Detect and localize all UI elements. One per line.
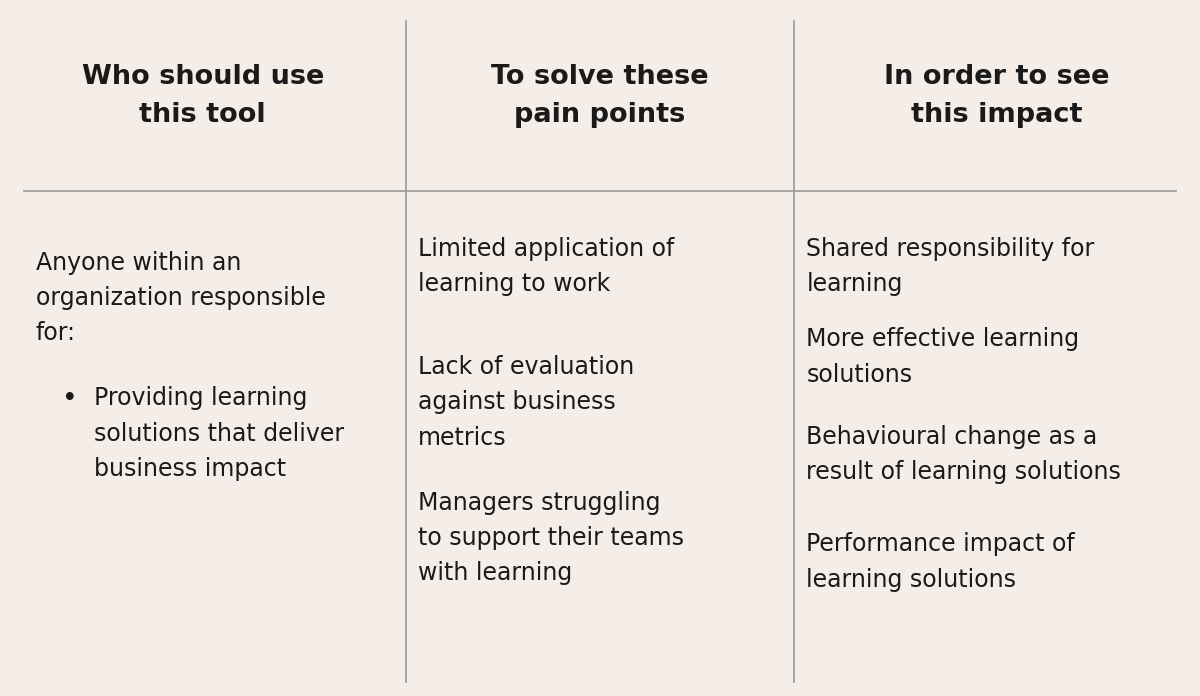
Text: •: • [62, 386, 78, 412]
Text: More effective learning
solutions: More effective learning solutions [806, 327, 1080, 386]
Text: Performance impact of
learning solutions: Performance impact of learning solutions [806, 532, 1075, 592]
Text: In order to see
this impact: In order to see this impact [884, 64, 1110, 128]
Text: Managers struggling
to support their teams
with learning: Managers struggling to support their tea… [418, 491, 684, 585]
Text: Lack of evaluation
against business
metrics: Lack of evaluation against business metr… [418, 355, 634, 450]
Text: Anyone within an
organization responsible
for:: Anyone within an organization responsibl… [36, 251, 326, 345]
Text: Providing learning
solutions that deliver
business impact: Providing learning solutions that delive… [94, 386, 343, 481]
Text: Shared responsibility for
learning: Shared responsibility for learning [806, 237, 1094, 296]
Text: To solve these
pain points: To solve these pain points [491, 64, 709, 128]
Text: Limited application of
learning to work: Limited application of learning to work [418, 237, 674, 296]
Text: Who should use
this tool: Who should use this tool [82, 64, 324, 128]
Text: Behavioural change as a
result of learning solutions: Behavioural change as a result of learni… [806, 425, 1121, 484]
